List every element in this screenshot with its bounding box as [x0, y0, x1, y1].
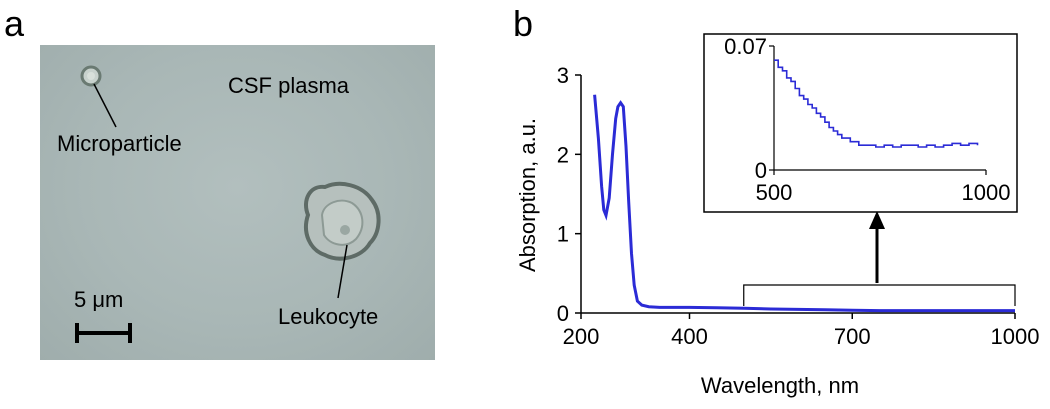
main-ytick-label: 1 — [557, 222, 569, 247]
main-xtick-label: 400 — [671, 324, 708, 349]
main-xtick-label: 1000 — [991, 324, 1040, 349]
scale-bar-label: 5 μm — [74, 287, 124, 312]
leukocyte-shape — [304, 181, 381, 261]
microparticle-leader — [93, 83, 117, 128]
main-xlabel: Wavelength, nm — [701, 373, 859, 398]
inset-ytick-label: 0.07 — [724, 34, 767, 59]
main-ytick-label: 3 — [557, 63, 569, 88]
leukocyte-label: Leukocyte — [278, 304, 379, 329]
main-series-line — [593, 94, 1015, 313]
scale-bar — [75, 323, 132, 343]
microscopy-image: CSF plasma Microparticle Leukocyte 5 μm — [40, 45, 435, 360]
inset-xtick-label: 1000 — [962, 180, 1011, 205]
zoom-arrow-head — [869, 211, 885, 229]
medium-label: CSF plasma — [228, 73, 350, 98]
inset-frame — [703, 33, 1018, 213]
microparticle-label: Microparticle — [57, 131, 182, 156]
inset-xtick-label: 500 — [756, 180, 793, 205]
main-ylabel: Absorption, a.u. — [515, 118, 540, 272]
main-xtick-label: 200 — [563, 324, 600, 349]
main-ytick-label: 0 — [557, 301, 569, 326]
main-ytick-label: 2 — [557, 142, 569, 167]
inset-ytick-label: 0 — [755, 158, 767, 183]
range-bracket — [743, 284, 1016, 306]
inset-series-line — [774, 59, 979, 148]
leukocyte-leader — [337, 244, 348, 299]
main-xtick-label: 700 — [834, 324, 871, 349]
panel-a-letter: a — [4, 3, 25, 44]
microscopy-drawing — [75, 65, 381, 343]
panel-b-letter: b — [513, 3, 534, 44]
